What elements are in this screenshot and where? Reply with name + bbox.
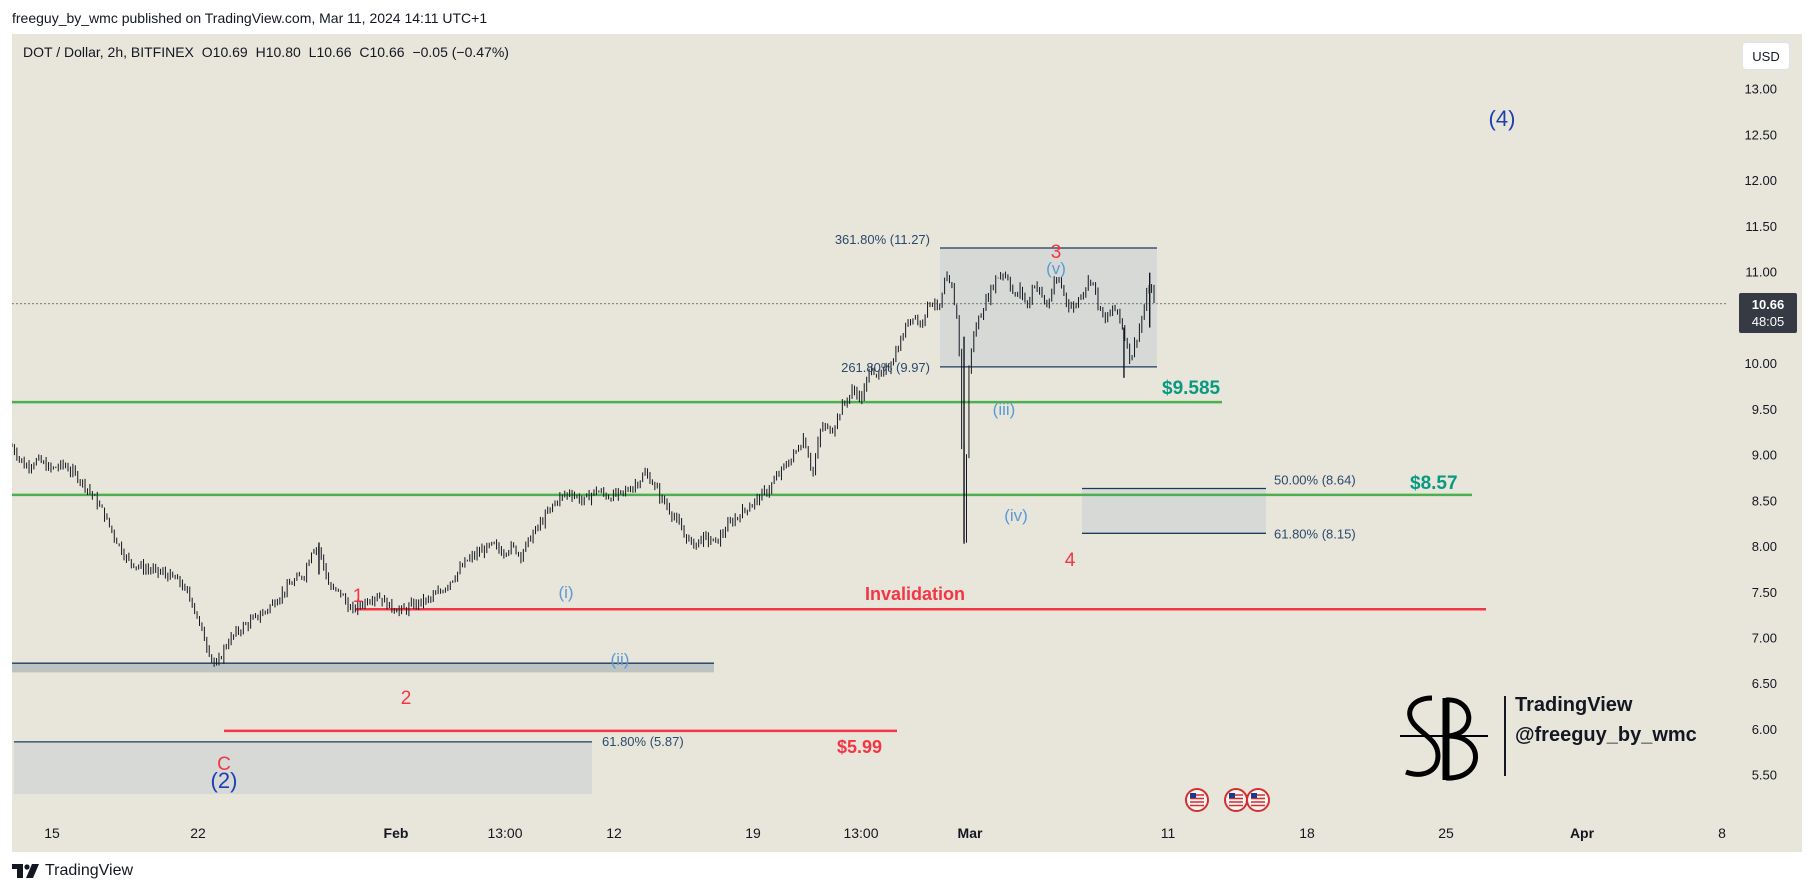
- wave-label: (v): [1046, 259, 1066, 278]
- symbol-legend: DOT / Dollar, 2h, BITFINEX O10.69 H10.80…: [23, 44, 513, 60]
- level-label: $8.57: [1410, 473, 1458, 494]
- wave-label: 2: [401, 688, 412, 709]
- publisher-line: freeguy_by_wmc published on TradingView.…: [12, 10, 488, 26]
- time-axis-tick: Apr: [1570, 825, 1595, 841]
- legend-symbol[interactable]: DOT / Dollar, 2h, BITFINEX: [23, 44, 194, 60]
- wave-label: (iii): [993, 400, 1016, 419]
- wave-label: (2): [211, 768, 238, 793]
- author-watermark: TradingView @freeguy_by_wmc: [1392, 690, 1742, 790]
- legend-high: H10.80: [255, 44, 301, 60]
- legend-low: L10.66: [308, 44, 352, 60]
- fib-label-top: 361.80% (11.27): [835, 232, 930, 247]
- fib-label-bottom: 61.80% (8.15): [1274, 526, 1356, 541]
- wave-label: (i): [558, 583, 573, 602]
- time-axis-tick: Feb: [384, 825, 409, 841]
- axis-layer: 13.0012.5012.0011.5011.0010.5010.009.509…: [44, 82, 1777, 841]
- chart-pane[interactable]: DOT / Dollar, 2h, BITFINEX O10.69 H10.80…: [12, 34, 1802, 852]
- price-axis-tick: 10.00: [1744, 356, 1777, 371]
- footer-brand[interactable]: TradingView: [12, 862, 133, 880]
- price-axis-tick: 12.50: [1744, 127, 1777, 142]
- fib-zone-layer: [12, 247, 1266, 794]
- wave-label: 4: [1065, 550, 1076, 571]
- watermark-brand: TradingView: [1515, 694, 1633, 716]
- watermark-text: TradingView @freeguy_by_wmc: [1515, 690, 1697, 750]
- level-label: $5.99: [837, 737, 882, 757]
- tradingview-logo-icon: [12, 864, 39, 878]
- time-axis-tick: 19: [745, 825, 761, 841]
- wave-label: (ii): [611, 650, 630, 669]
- fib-label-top: 50.00% (8.64): [1274, 473, 1356, 488]
- legend-open: O10.69: [201, 44, 248, 60]
- fib-label-bottom: 261.80% (9.97): [841, 360, 930, 375]
- economic-event-icon: [1185, 788, 1209, 812]
- annotation-layer: 361.80% (11.27) 261.80% (9.97) 50.00% (8.6…: [211, 106, 1516, 812]
- price-axis-tick: 9.00: [1752, 448, 1777, 463]
- wave-label: 1: [353, 586, 364, 607]
- time-axis-tick: Mar: [958, 825, 983, 841]
- flag-canton: [1190, 793, 1196, 798]
- time-axis-tick: 13:00: [487, 825, 522, 841]
- time-axis-tick: 13:00: [843, 825, 878, 841]
- level-label: $9.585: [1162, 378, 1221, 399]
- time-axis-tick: 15: [44, 825, 60, 841]
- price-axis-tick: 9.50: [1752, 402, 1777, 417]
- fib-zone: [940, 247, 1157, 367]
- level-line-layer: [12, 303, 1727, 733]
- economic-event-icon: [1246, 788, 1270, 812]
- last-price-value: 10.66: [1751, 297, 1785, 312]
- price-axis-tick: 6.50: [1752, 676, 1777, 691]
- fib-zone: [12, 663, 714, 673]
- price-axis-tick: 7.00: [1752, 631, 1777, 646]
- time-axis-tick: 12: [606, 825, 622, 841]
- time-axis-tick: 8: [1718, 825, 1726, 841]
- level-label: Invalidation: [865, 584, 965, 604]
- economic-event-icon: [1224, 788, 1248, 812]
- wave-label: 3: [1051, 242, 1062, 263]
- time-axis-tick: 25: [1438, 825, 1454, 841]
- bar-countdown: 48:05: [1751, 314, 1785, 329]
- time-axis-tick: 18: [1299, 825, 1315, 841]
- price-axis-tick: 11.00: [1745, 265, 1777, 280]
- time-axis-tick: 22: [190, 825, 206, 841]
- price-axis-tick: 8.50: [1752, 493, 1777, 508]
- author-monogram-logo: [1400, 695, 1488, 781]
- wave-label: (iv): [1004, 506, 1028, 525]
- time-axis-tick: 11: [1161, 825, 1176, 841]
- legend-change: −0.05 (−0.47%): [412, 44, 509, 60]
- price-axis-tick: 6.00: [1752, 722, 1777, 737]
- flag-canton: [1251, 793, 1257, 798]
- fib-label-top: 61.80% (5.87): [602, 734, 684, 749]
- currency-button[interactable]: USD: [1742, 42, 1790, 70]
- legend-close: C10.66: [359, 44, 405, 60]
- price-axis-tick: 8.00: [1752, 539, 1777, 554]
- last-price-badge: 10.66 48:05: [1739, 293, 1797, 333]
- footer-brand-label: TradingView: [45, 862, 134, 879]
- fib-zone: [14, 741, 592, 794]
- candle-layer: [12, 271, 1155, 667]
- watermark-divider: [1504, 696, 1506, 776]
- wave-label: (4): [1489, 106, 1516, 131]
- watermark-handle: @freeguy_by_wmc: [1515, 724, 1697, 746]
- price-axis-tick: 7.50: [1752, 585, 1777, 600]
- price-axis-tick: 5.50: [1752, 768, 1777, 783]
- flag-canton: [1229, 793, 1235, 798]
- wave-label: C: [217, 754, 231, 775]
- price-axis-tick: 12.00: [1744, 173, 1777, 188]
- price-axis-tick: 11.50: [1745, 219, 1777, 234]
- price-chart[interactable]: 361.80% (11.27) 261.80% (9.97) 50.00% (8.6…: [12, 34, 1802, 852]
- price-axis-tick: 13.00: [1744, 82, 1777, 97]
